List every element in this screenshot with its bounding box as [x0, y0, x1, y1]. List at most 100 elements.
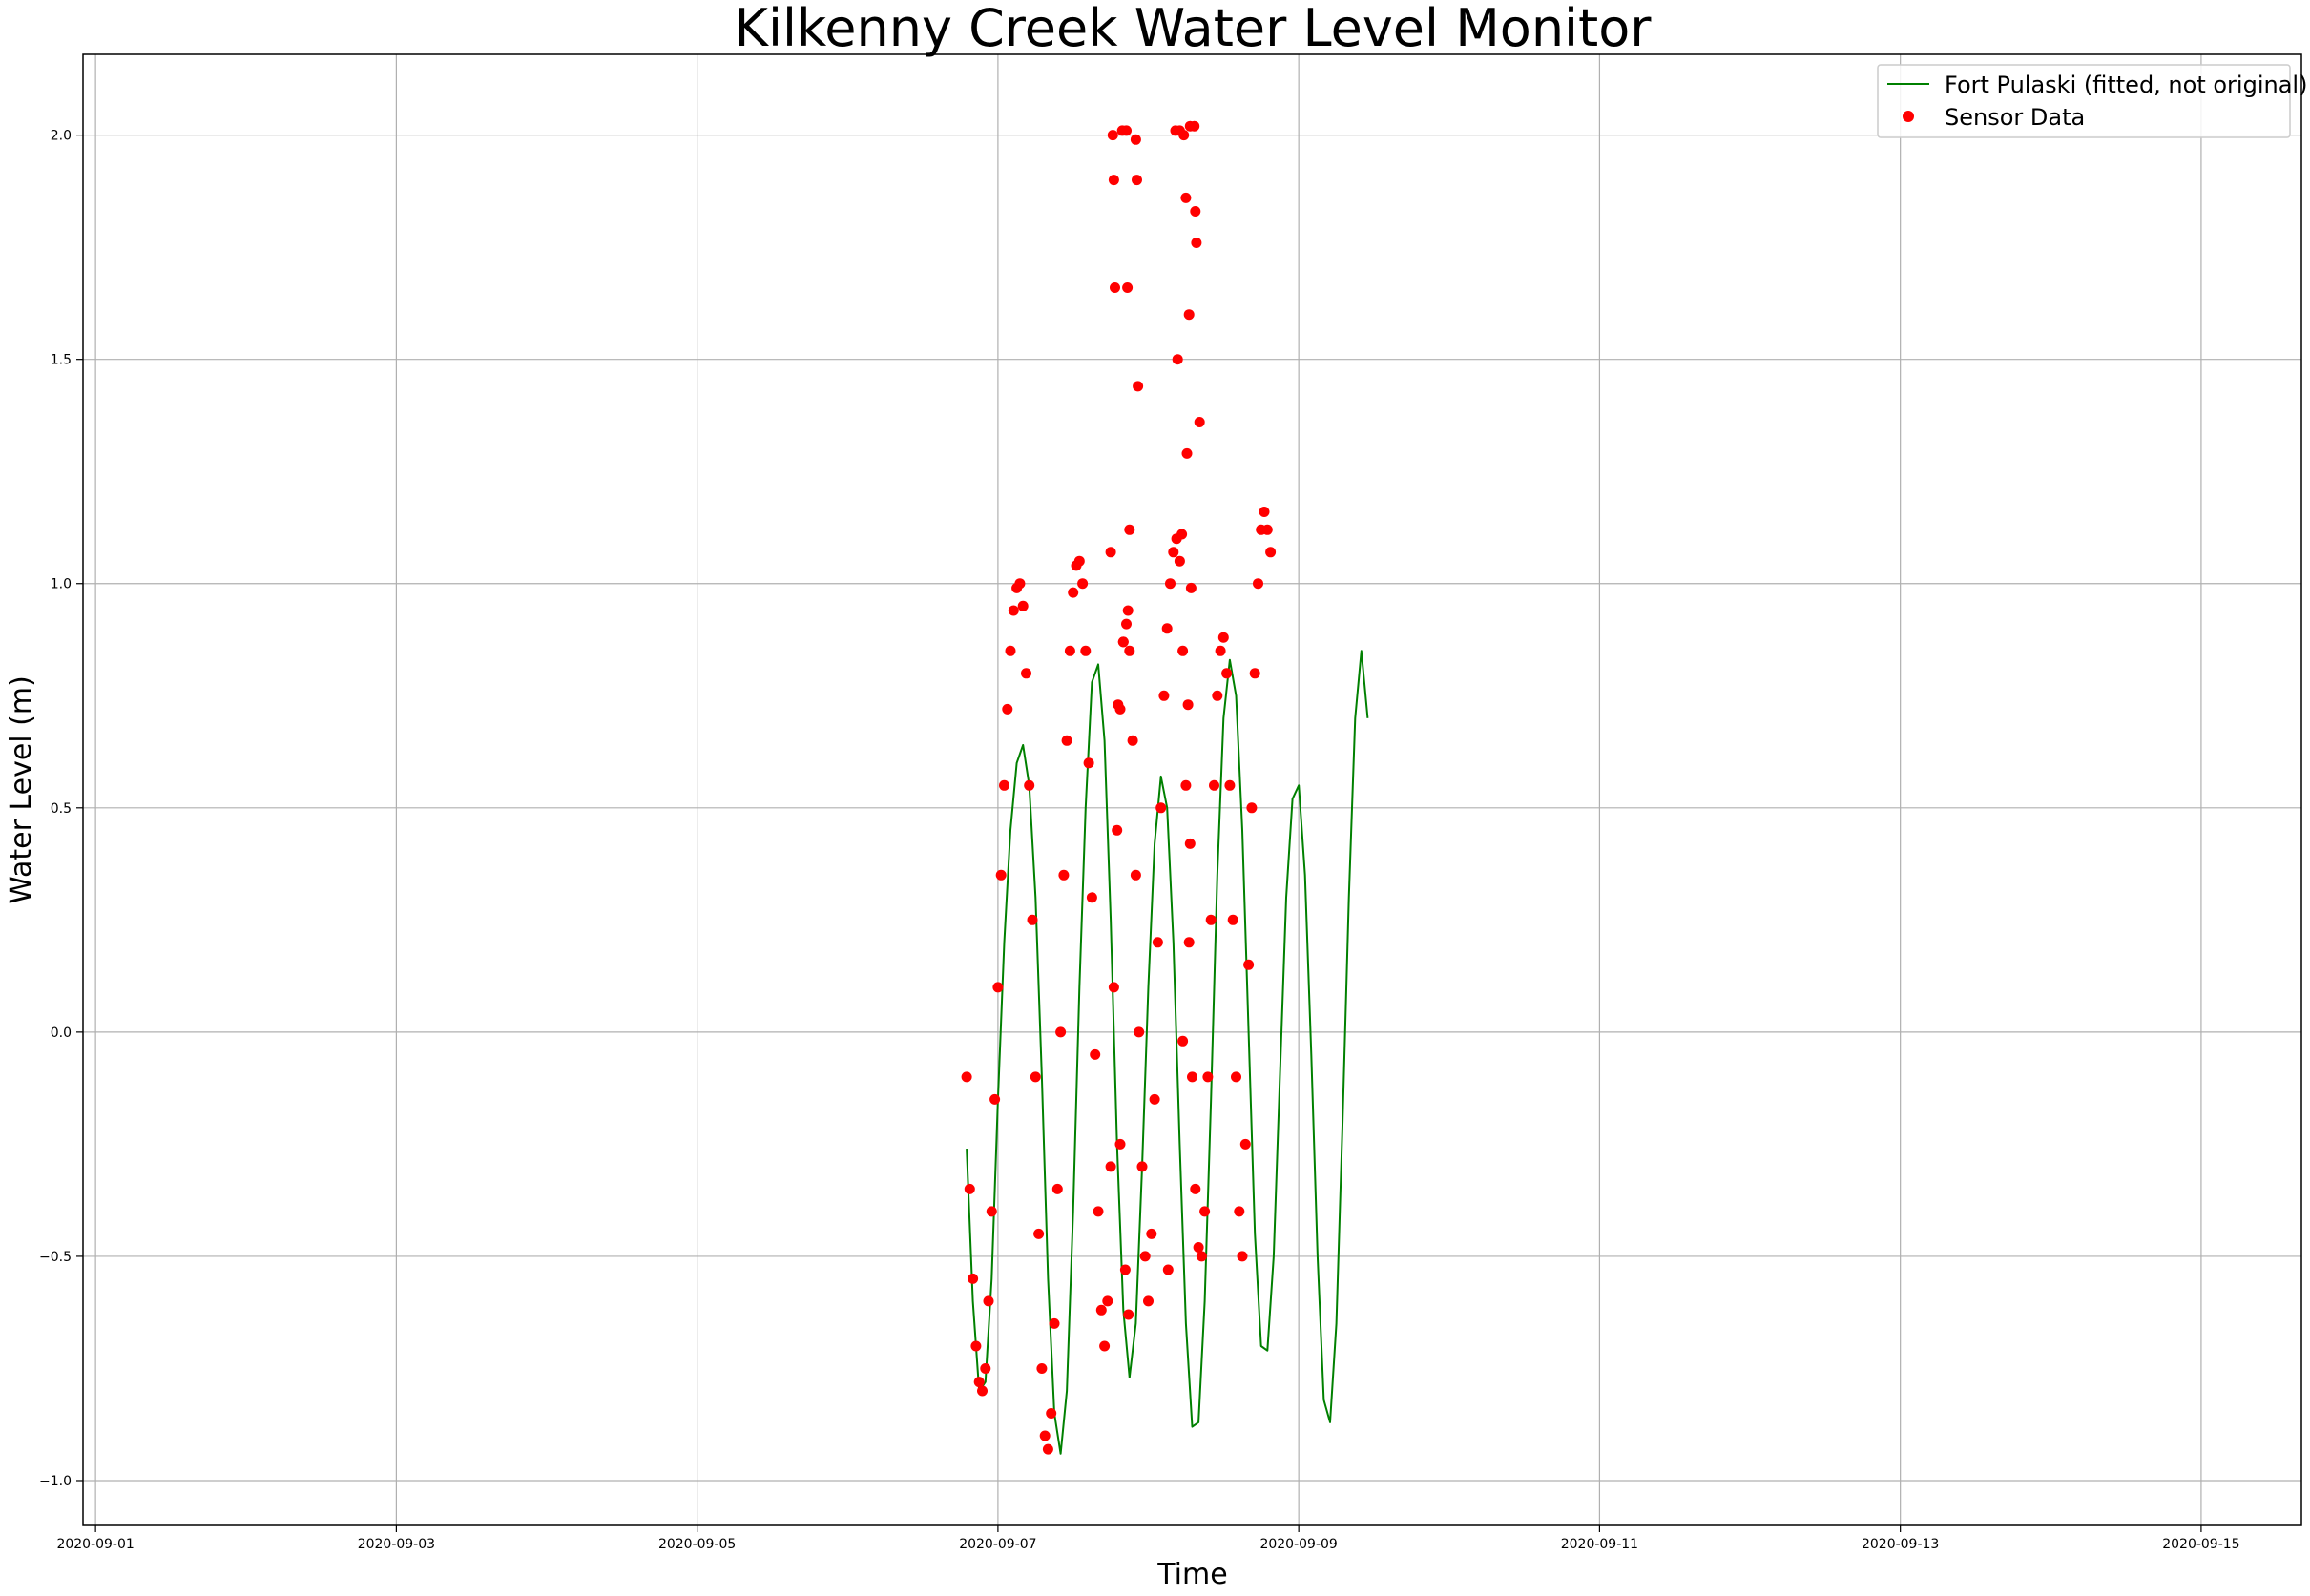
- sensor-data-point: [1024, 779, 1035, 791]
- sensor-data-point: [1083, 757, 1094, 769]
- sensor-data-point: [1190, 1183, 1201, 1194]
- sensor-data-point: [1249, 668, 1260, 679]
- sensor-data-point: [1165, 578, 1176, 590]
- fort-pulaski-line: [966, 650, 1369, 1455]
- y-tick-label: 1.5: [51, 353, 72, 368]
- sensor-data-point: [1017, 600, 1029, 611]
- y-tick-label: 0.5: [51, 801, 72, 817]
- sensor-data-point: [1182, 699, 1194, 711]
- sensor-data-point: [1080, 645, 1092, 656]
- sensor-data-point: [970, 1340, 982, 1352]
- legend-marker-swatch: [1903, 111, 1914, 122]
- sensor-data-point: [1008, 605, 1019, 616]
- sensor-data-point: [980, 1363, 991, 1374]
- sensor-data-point: [973, 1377, 985, 1388]
- sensor-data-point: [1217, 632, 1229, 643]
- sensor-data-point: [1105, 547, 1116, 558]
- sensor-data-point: [1168, 547, 1179, 558]
- sensor-data-point: [1124, 524, 1135, 535]
- x-tick-label: 2020-09-11: [1561, 1537, 1638, 1552]
- chart-title: Kilkenny Creek Water Level Monitor: [735, 0, 1653, 58]
- sensor-data-point: [1122, 282, 1134, 293]
- legend-label-fort-pulaski: Fort Pulaski (fitted, not original): [1945, 72, 2307, 98]
- legend-label-sensor-data: Sensor Data: [1945, 104, 2085, 131]
- sensor-data-point: [1202, 1071, 1214, 1083]
- sensor-data-point: [1055, 1026, 1067, 1038]
- sensor-data-point: [1133, 381, 1144, 392]
- sensor-data-point: [1051, 1183, 1063, 1194]
- sensor-data-point: [1108, 175, 1119, 186]
- sensor-data-point: [1183, 309, 1195, 321]
- sensor-data-point: [1049, 1317, 1060, 1329]
- x-tick-label: 2020-09-15: [2162, 1537, 2239, 1552]
- plot-frame: [82, 53, 2302, 1526]
- sensor-data-point: [1027, 914, 1038, 925]
- sensor-data-point: [1177, 1035, 1189, 1047]
- sensor-data-point: [983, 1295, 994, 1307]
- sensor-data-point: [1099, 1340, 1111, 1352]
- sensor-data-point: [1158, 690, 1170, 701]
- x-axis-label: Time: [1156, 1558, 1227, 1591]
- sensor-data-point: [1209, 779, 1219, 791]
- sensor-data-point: [961, 1071, 972, 1083]
- sensor-data-point: [1046, 1408, 1057, 1419]
- sensor-data-point: [1002, 703, 1013, 715]
- legend-box: [1877, 64, 2291, 138]
- sensor-data-point: [1124, 645, 1135, 656]
- x-axis-ticks: 2020-09-01 2020-09-03 2020-09-05 2020-09-07…: [56, 1525, 2240, 1552]
- sensor-data-point: [1093, 1206, 1104, 1217]
- y-tick-label: 1.0: [51, 577, 72, 592]
- sensor-data-point: [986, 1206, 997, 1217]
- sensor-data-point: [1105, 1161, 1116, 1172]
- sensor-data-point: [1108, 982, 1119, 993]
- sensor-data-point: [1177, 645, 1189, 656]
- sensor-data-point: [964, 1183, 975, 1194]
- sensor-data-point: [1143, 1295, 1154, 1307]
- sensor-data-point: [1021, 668, 1031, 679]
- sensor-data-point: [1112, 824, 1123, 836]
- sensor-data-point: [1231, 1071, 1241, 1083]
- sensor-data-point: [1117, 636, 1129, 648]
- sensor-data-point: [1184, 838, 1196, 849]
- sensor-data-point: [1036, 1363, 1048, 1374]
- sensor-data-point: [1123, 1309, 1134, 1320]
- sensor-data-point: [1077, 578, 1089, 590]
- sensor-data-point: [1102, 1295, 1113, 1307]
- sensor-data-point: [1237, 1251, 1248, 1262]
- sensor-data-point: [1193, 1242, 1204, 1253]
- sensor-data-point: [1234, 1206, 1245, 1217]
- sensor-data-point: [1185, 582, 1197, 593]
- sensor-data-point: [1130, 869, 1141, 881]
- sensor-data-point: [1180, 192, 1192, 203]
- sensor-data-point: [1095, 1304, 1107, 1316]
- sensor-data-point: [1136, 1161, 1148, 1172]
- sensor-data-point: [1162, 1264, 1174, 1275]
- sensor-data-point: [1068, 587, 1079, 598]
- sensor-data-point: [1113, 699, 1124, 711]
- sensor-data-point: [1174, 555, 1185, 567]
- sensor-data-point: [1215, 645, 1226, 656]
- sensor-data-point: [1121, 618, 1132, 630]
- sensor-data-point: [1139, 1251, 1151, 1262]
- sensor-data-point: [1122, 605, 1134, 616]
- sensor-data-point: [1172, 354, 1183, 365]
- sensor-data-point: [1127, 735, 1138, 746]
- sensor-data-point: [1155, 802, 1167, 814]
- y-tick-label: 0.0: [51, 1026, 72, 1041]
- sensor-data-point: [1189, 120, 1200, 132]
- sensor-data-point: [1265, 547, 1277, 558]
- sensor-data-point: [1039, 1430, 1051, 1441]
- y-tick-label: 2.0: [51, 129, 72, 144]
- y-tick-label: −1.0: [39, 1474, 72, 1489]
- sensor-data-point: [1134, 1026, 1145, 1038]
- x-tick-label: 2020-09-01: [56, 1537, 134, 1552]
- y-tick-label: −0.5: [39, 1250, 72, 1265]
- sensor-data-point: [1146, 1228, 1157, 1239]
- sensor-data-point: [1119, 1264, 1131, 1275]
- sensor-data-point: [1227, 914, 1238, 925]
- sensor-data-point: [1246, 802, 1258, 814]
- sensor-data-point: [968, 1273, 979, 1284]
- sensor-data-point: [1239, 1138, 1251, 1150]
- sensor-data-point: [1176, 529, 1188, 540]
